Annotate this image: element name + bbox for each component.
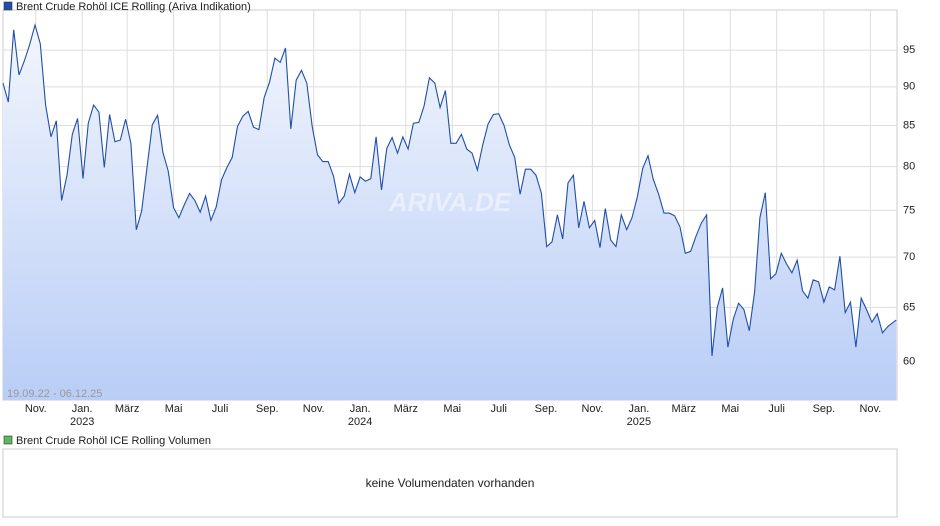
x-tick-label: Juli	[768, 403, 785, 415]
y-tick-label: 80	[903, 161, 915, 173]
area	[3, 25, 897, 400]
x-tick-label: Jan.	[72, 403, 93, 415]
y-tick-label: 70	[903, 251, 915, 263]
x-tick-label: Nov.	[859, 403, 881, 415]
x-tick-label: Nov.	[25, 403, 47, 415]
legend-swatch	[3, 1, 13, 11]
volume-legend-label: Brent Crude Rohöl ICE Rolling Volumen	[16, 435, 211, 447]
x-tick-label: Mai	[443, 403, 461, 415]
y-tick-label: 60	[903, 356, 915, 368]
x-tick-label: Nov.	[303, 403, 325, 415]
x-tick-label: Sep.	[256, 403, 279, 415]
y-tick-label: 85	[903, 119, 915, 131]
watermark: ARIVA.DE	[388, 187, 512, 217]
x-tick-label: März	[672, 403, 696, 415]
year-label: 2025	[627, 416, 651, 428]
price-line	[2, 22, 897, 357]
legend-label: Brent Crude Rohöl ICE Rolling (Ariva Ind…	[16, 1, 251, 13]
x-tick-label: Juli	[212, 403, 229, 415]
x-tick-label: März	[394, 403, 418, 415]
y-tick-label: 90	[903, 81, 915, 93]
x-tick-label: März	[115, 403, 139, 415]
volume-legend-swatch	[3, 435, 13, 445]
x-tick-label: Jan.	[628, 403, 649, 415]
x-tick-label: Nov.	[581, 403, 603, 415]
date-range: 19.09.22 - 06.12.25	[7, 388, 102, 400]
y-tick-label: 65	[903, 301, 915, 313]
volume-message: keine Volumendaten vorhanden	[366, 476, 535, 490]
year-label: 2024	[348, 416, 372, 428]
x-tick-label: Mai	[165, 403, 183, 415]
x-tick-label: Mai	[721, 403, 739, 415]
x-tick-label: Juli	[490, 403, 507, 415]
year-label: 2023	[70, 416, 94, 428]
x-tick-label: Sep.	[535, 403, 558, 415]
x-tick-label: Sep.	[813, 403, 836, 415]
y-tick-label: 75	[903, 204, 915, 216]
x-tick-label: Jan.	[350, 403, 371, 415]
volume-panel	[2, 448, 898, 518]
y-tick-label: 95	[903, 44, 915, 56]
